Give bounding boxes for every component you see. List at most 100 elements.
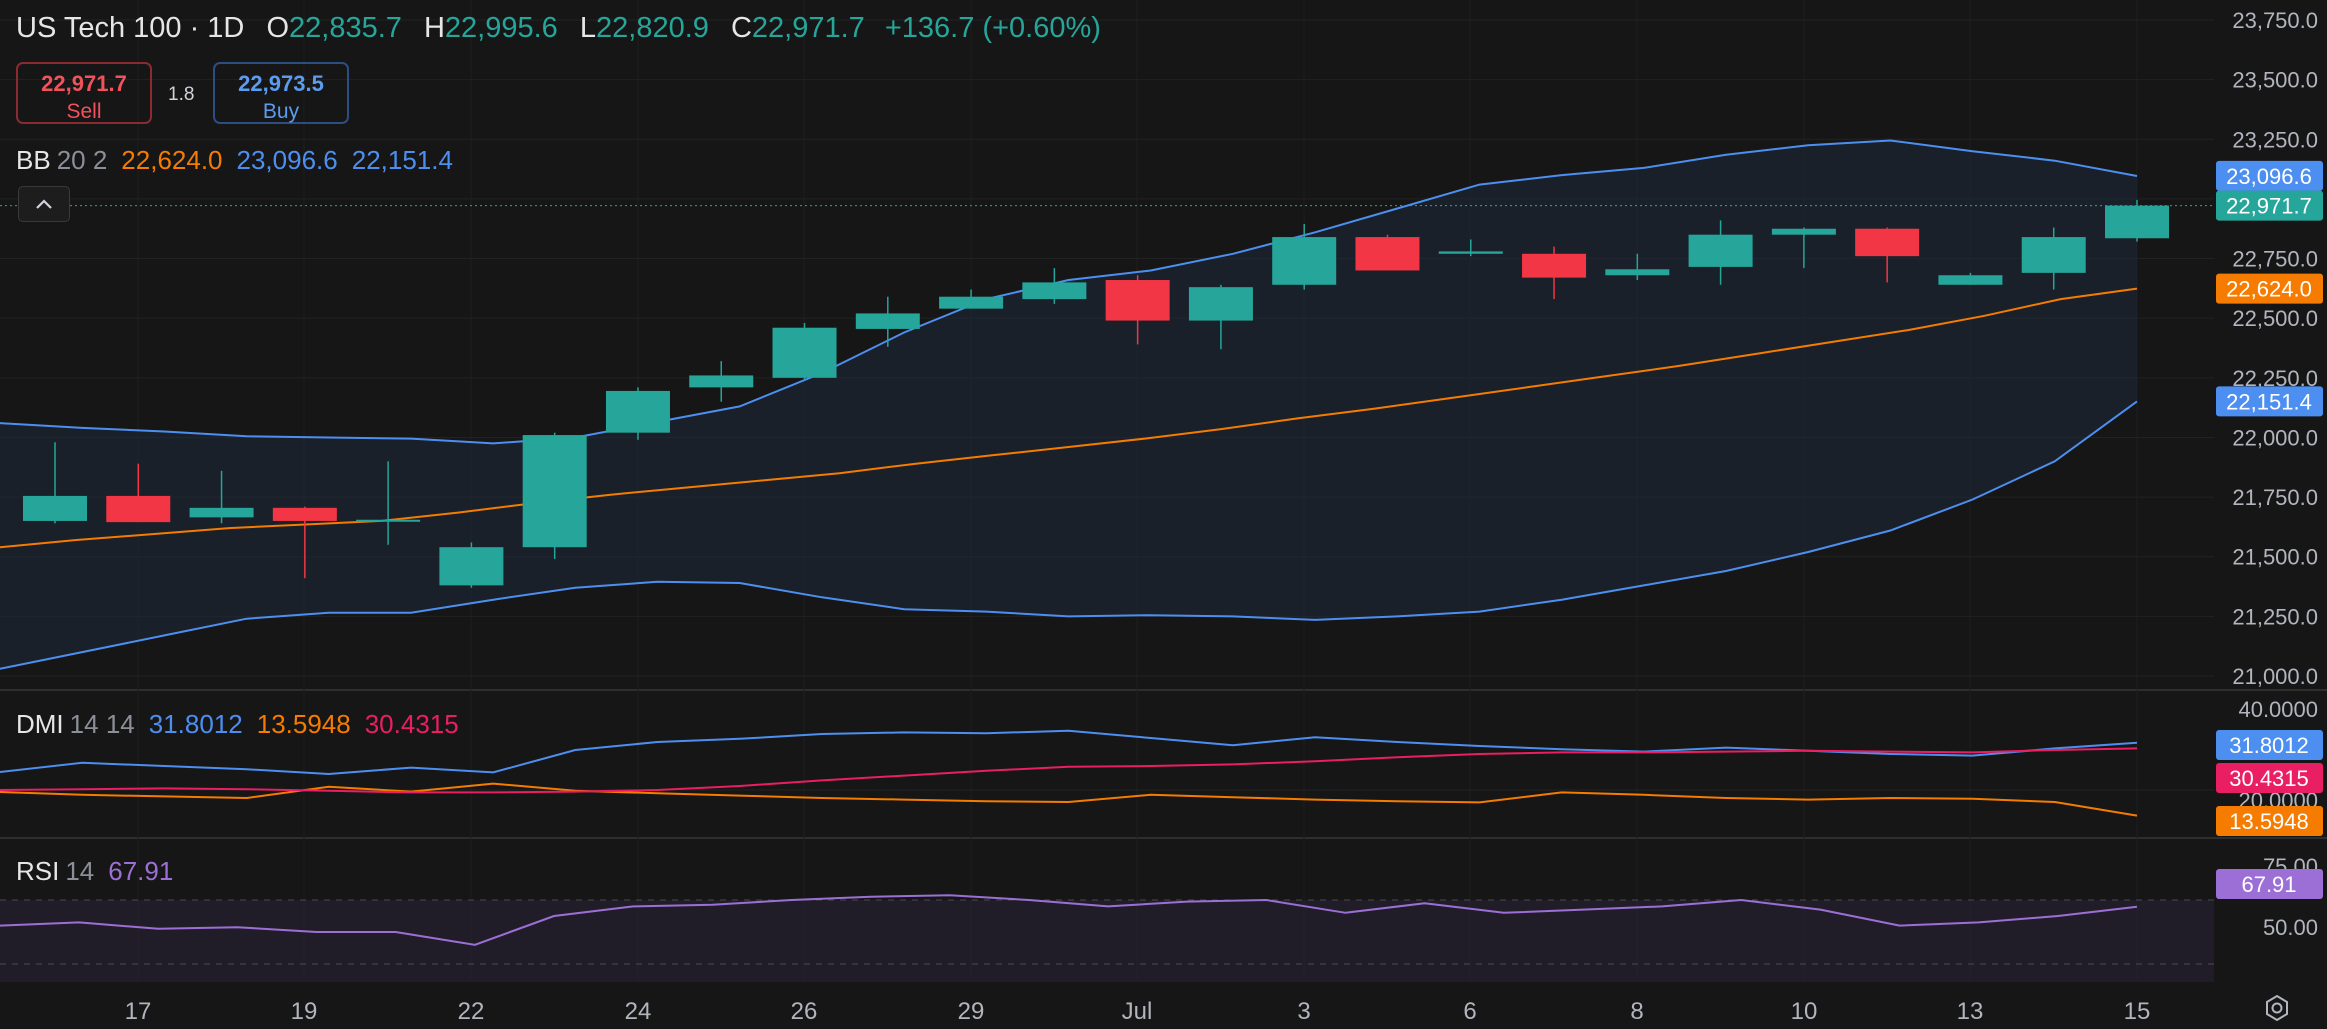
candle-body bbox=[1522, 253, 1587, 278]
buy-label: Buy bbox=[262, 100, 300, 123]
chevron-up-icon bbox=[36, 199, 52, 209]
dmi-params: 14 14 bbox=[69, 709, 135, 739]
time-tick-label: 10 bbox=[1791, 998, 1818, 1025]
adx-tag-bg bbox=[2216, 763, 2323, 793]
time-tick-label: 13 bbox=[1957, 998, 1984, 1025]
candle-body bbox=[939, 296, 1004, 309]
candle-body bbox=[189, 507, 254, 518]
symbol-title[interactable]: US Tech 100 · 1D bbox=[16, 12, 245, 44]
dmi-plus-line bbox=[0, 729, 2138, 776]
bb-basis-tag-bg bbox=[2216, 273, 2323, 304]
time-tick-label: 15 bbox=[2124, 998, 2151, 1025]
symbol-header: US Tech 100 · 1D O22,835.7 H22,995.6 L22… bbox=[16, 12, 1101, 45]
candle-body bbox=[1355, 237, 1420, 271]
sell-price: 22,971.7 bbox=[41, 71, 127, 96]
time-axis-bg bbox=[0, 982, 2214, 1029]
candle-body bbox=[439, 547, 504, 586]
bb-upper-tag-bg bbox=[2216, 160, 2323, 191]
time-tick-label: 24 bbox=[625, 998, 652, 1025]
rsi-params: 14 bbox=[65, 856, 95, 886]
bb-basis-line bbox=[0, 287, 2138, 549]
close-label: C bbox=[730, 12, 752, 44]
time-tick-label: 19 bbox=[291, 998, 318, 1025]
time-tick-label: 17 bbox=[125, 998, 152, 1025]
sell-button[interactable]: 22,971.7 Sell bbox=[16, 62, 152, 124]
last-price-tag: 22,971.7 bbox=[2226, 194, 2312, 219]
price-tick-label: 21,750.0 bbox=[2232, 485, 2318, 510]
candle-body bbox=[272, 507, 337, 521]
bb-lower-line bbox=[0, 400, 2138, 670]
rsi-legend[interactable]: RSI 14 67.91 bbox=[16, 856, 173, 887]
bb-name: BB bbox=[16, 145, 51, 175]
dmi-name: DMI bbox=[16, 709, 64, 739]
price-tick-label: 21,250.0 bbox=[2232, 604, 2318, 629]
last-price-tag-bg bbox=[2216, 190, 2323, 221]
price-tick-label: 23,250.0 bbox=[2232, 127, 2318, 152]
adx-line bbox=[0, 747, 2138, 794]
candle-body bbox=[772, 327, 837, 378]
candle-body bbox=[1938, 275, 2003, 285]
buy-price: 22,973.5 bbox=[238, 71, 324, 96]
candle-body bbox=[605, 390, 670, 433]
time-tick-label: Jul bbox=[1122, 998, 1153, 1025]
low-label: L bbox=[579, 12, 596, 44]
candle-body bbox=[1855, 228, 1920, 257]
price-tick-label: 22,500.0 bbox=[2232, 306, 2318, 331]
candle-body bbox=[522, 435, 587, 548]
high-value: 22,995.6 bbox=[444, 12, 558, 44]
collapse-legend-button[interactable] bbox=[18, 186, 70, 222]
price-tick-label: 22,000.0 bbox=[2232, 425, 2318, 450]
time-tick-label: 22 bbox=[458, 998, 485, 1025]
sell-label: Sell bbox=[66, 100, 102, 123]
price-tick-label: 23,500.0 bbox=[2232, 68, 2318, 93]
candle-body bbox=[689, 375, 754, 388]
bb-basis-value: 22,624.0 bbox=[121, 145, 223, 175]
bb-lower-value: 22,151.4 bbox=[351, 145, 453, 175]
adx-tag: 30.4315 bbox=[2229, 766, 2309, 791]
dmi-minus-line bbox=[0, 782, 2138, 817]
open-value: 22,835.7 bbox=[289, 12, 402, 44]
candle-body bbox=[1771, 228, 1836, 235]
high-label: H bbox=[423, 12, 445, 44]
rsi-tick-label: 50.00 bbox=[2263, 915, 2318, 940]
bb-upper-tag: 23,096.6 bbox=[2226, 164, 2312, 189]
change-value: +136.7 (+0.60%) bbox=[884, 12, 1101, 44]
dmi-plus-tag-bg bbox=[2216, 730, 2323, 760]
rsi-value: 67.91 bbox=[108, 856, 174, 886]
bb-legend[interactable]: BB 20 2 22,624.0 23,096.6 22,151.4 bbox=[16, 145, 453, 176]
dmi-plus-value: 31.8012 bbox=[148, 709, 243, 739]
buy-button[interactable]: 22,973.5 Buy bbox=[213, 62, 349, 124]
dmi-plus-tag: 31.8012 bbox=[2229, 733, 2309, 758]
rsi-tag-bg bbox=[2216, 869, 2323, 899]
rsi-name: RSI bbox=[16, 856, 60, 886]
candle-body bbox=[855, 313, 920, 329]
candle-body bbox=[1022, 282, 1087, 300]
candle-body bbox=[2105, 205, 2169, 239]
dmi-tick-label: 40.0000 bbox=[2238, 697, 2318, 722]
dmi-minus-value: 13.5948 bbox=[256, 709, 351, 739]
rsi-line bbox=[0, 894, 2138, 946]
rsi-tag: 67.91 bbox=[2241, 872, 2296, 897]
time-tick-label: 3 bbox=[1297, 998, 1310, 1025]
candle-body bbox=[1188, 287, 1253, 321]
dmi-minus-tag-bg bbox=[2216, 806, 2323, 836]
candle-body bbox=[1688, 234, 1753, 267]
bb-upper-value: 23,096.6 bbox=[236, 145, 338, 175]
close-value: 22,971.7 bbox=[751, 12, 865, 44]
dmi-legend[interactable]: DMI 14 14 31.8012 13.5948 30.4315 bbox=[16, 709, 459, 740]
time-tick-label: 29 bbox=[958, 998, 985, 1025]
price-tick-label: 22,750.0 bbox=[2232, 247, 2318, 272]
open-label: O bbox=[266, 12, 289, 44]
candle-body bbox=[2021, 237, 2086, 273]
dmi-minus-tag: 13.5948 bbox=[2229, 809, 2309, 834]
time-tick-label: 26 bbox=[791, 998, 818, 1025]
bb-params: 20 2 bbox=[56, 145, 108, 175]
low-value: 22,820.9 bbox=[596, 12, 709, 44]
bb-lower-tag-bg bbox=[2216, 386, 2323, 417]
gear-icon[interactable] bbox=[2262, 993, 2292, 1023]
price-tick-label: 23,750.0 bbox=[2232, 8, 2318, 33]
candle-body bbox=[106, 495, 171, 523]
time-tick-label: 8 bbox=[1630, 998, 1643, 1025]
bb-upper-line bbox=[0, 139, 2138, 445]
